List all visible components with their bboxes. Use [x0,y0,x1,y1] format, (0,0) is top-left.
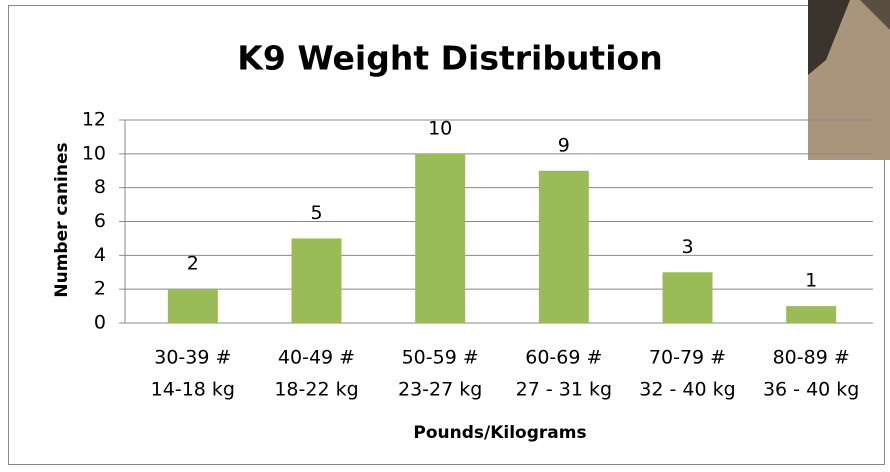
x-axis-label: Pounds/Kilograms [413,423,586,443]
x-tick-label: 18-22 kg [274,379,358,401]
data-label: 9 [558,134,570,156]
x-tick-label: 14-18 kg [151,379,235,401]
x-tick-label: 80-89 # [773,347,850,369]
x-tick-label: 60-69 # [525,347,602,369]
bar [167,289,218,323]
y-tick-label: 8 [94,176,106,198]
y-tick-label: 12 [82,109,106,131]
x-tick-label: 32 - 40 kg [639,379,735,401]
y-tick-label: 6 [94,210,106,232]
y-axis-label: Number canines [52,142,72,297]
x-tick-label: 36 - 40 kg [763,379,859,401]
x-tick-label: 23-27 kg [398,379,482,401]
bar [538,170,589,323]
y-tick-label: 0 [94,312,106,334]
x-tick-label: 50-59 # [402,347,479,369]
bar [291,238,342,323]
x-tick-label: 70-79 # [649,347,726,369]
chart-title: K9 Weight Distribution [237,39,662,78]
data-label: 5 [310,202,322,224]
x-tick-label: 30-39 # [154,347,231,369]
photo [808,0,890,160]
data-label: 3 [681,236,693,258]
y-tick-label: 2 [94,278,106,300]
bar [415,153,466,323]
bar [786,306,837,323]
data-label: 1 [805,270,817,292]
bar [662,272,713,323]
x-tick-label: 27 - 31 kg [516,379,612,401]
x-tick-label: 40-49 # [278,347,355,369]
y-tick-label: 4 [94,244,106,266]
y-tick-label: 10 [82,142,106,164]
data-label: 10 [428,117,452,139]
data-label: 2 [187,253,199,275]
